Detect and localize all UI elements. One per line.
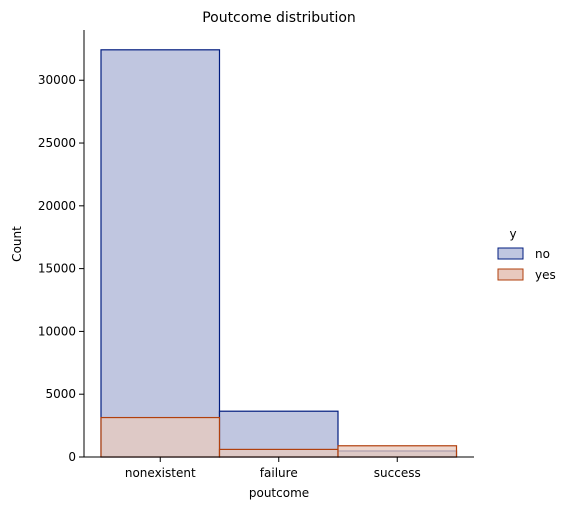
- x-tick-label-success: success: [374, 466, 421, 480]
- x-tick-label-nonexistent: nonexistent: [125, 466, 196, 480]
- bar-yes-nonexistent: [100, 416, 221, 458]
- bar-yes-failure: [218, 448, 339, 458]
- x-axis-ticks: nonexistent failure success: [125, 457, 421, 480]
- y-tick-label: 15000: [38, 262, 76, 276]
- y-tick-label: 20000: [38, 199, 76, 213]
- x-axis-label: poutcome: [249, 486, 309, 500]
- y-tick-label: 5000: [45, 387, 76, 401]
- y-tick-label: 30000: [38, 73, 76, 87]
- y-tick-label: 10000: [38, 324, 76, 338]
- legend-title: y: [509, 227, 516, 241]
- chart-title: Poutcome distribution: [202, 10, 356, 26]
- y-axis-label: Count: [10, 226, 24, 262]
- legend-label-no: no: [535, 247, 550, 261]
- legend-swatch-no: [497, 247, 524, 260]
- legend-swatch-yes: [497, 268, 524, 281]
- legend-label-yes: yes: [535, 268, 556, 282]
- bar-no-nonexistent: [100, 49, 221, 458]
- y-tick-label: 0: [68, 450, 76, 464]
- y-axis-ticks: 0 5000 10000 15000 20000 25000 30000: [38, 73, 84, 464]
- series-no-bars: [100, 49, 458, 458]
- bar-yes-success: [337, 445, 458, 458]
- y-tick-label: 25000: [38, 136, 76, 150]
- x-tick-label-failure: failure: [260, 466, 298, 480]
- legend: y no yes: [497, 227, 556, 282]
